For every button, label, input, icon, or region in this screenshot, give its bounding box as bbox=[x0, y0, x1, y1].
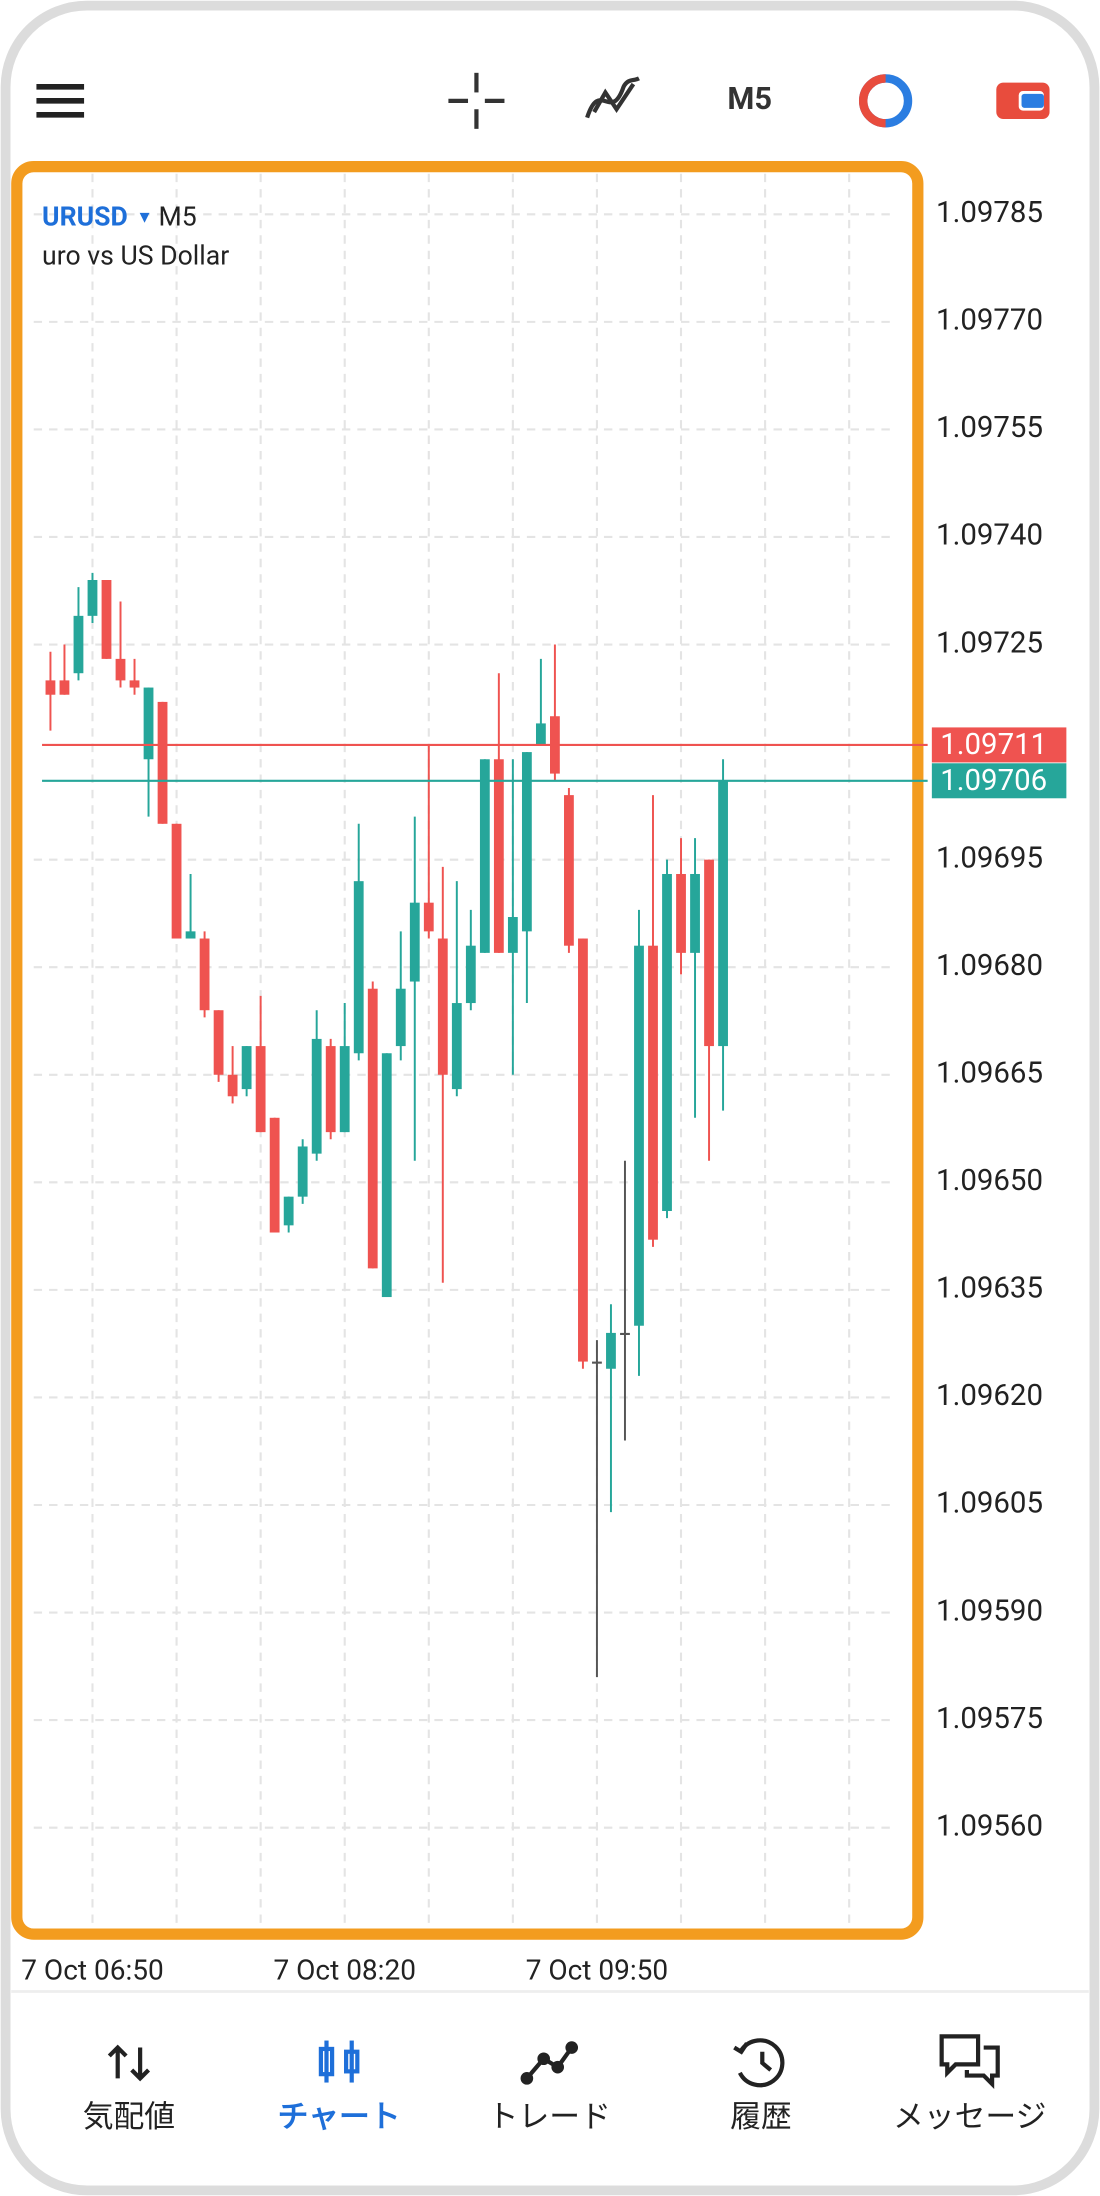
messages-icon bbox=[939, 2034, 1000, 2090]
candle-body bbox=[101, 580, 112, 659]
candle-body bbox=[395, 988, 406, 1047]
menu-button[interactable] bbox=[36, 84, 85, 118]
candle-body bbox=[213, 1010, 224, 1075]
candle-body bbox=[353, 881, 364, 1054]
symbol[interactable]: URUSD bbox=[42, 202, 128, 233]
candle-body bbox=[325, 1046, 336, 1133]
y-tick-label: 1.09665 bbox=[936, 1057, 1043, 1091]
candle-body bbox=[704, 859, 714, 1047]
y-tick-label: 1.09755 bbox=[936, 411, 1043, 445]
candle-body bbox=[606, 1332, 616, 1369]
candle-body bbox=[493, 759, 504, 953]
candle-body bbox=[241, 1046, 252, 1090]
candle-body bbox=[297, 1146, 308, 1197]
candle-body bbox=[73, 615, 84, 674]
x-tick-label: 7 Oct 06:50 bbox=[21, 1953, 163, 1986]
chart-timeframe: M5 bbox=[159, 202, 197, 233]
candle-body bbox=[171, 823, 182, 939]
candle-body bbox=[143, 687, 154, 760]
candle-body bbox=[620, 1332, 630, 1336]
timeframe-button[interactable]: M5 bbox=[727, 80, 772, 117]
candle-body bbox=[185, 931, 196, 939]
trade-history-button[interactable] bbox=[858, 74, 913, 128]
candle-body bbox=[507, 917, 518, 953]
trade-icon bbox=[520, 2041, 579, 2085]
x-tick-label: 7 Oct 08:20 bbox=[273, 1953, 415, 1986]
chart-icon bbox=[318, 2040, 360, 2083]
candle-body bbox=[59, 680, 70, 695]
bottom-nav: 気配値 チャート トレード 履歴 メッセージ bbox=[83, 2034, 1046, 2135]
candle-body bbox=[437, 938, 448, 1075]
candle-body bbox=[648, 945, 658, 1240]
nav-label[interactable]: メッセージ bbox=[893, 2098, 1046, 2135]
candle-body bbox=[564, 795, 574, 946]
axes: 1.09560 1.09575 1.09590 1.09605 1.09620 1.096… bbox=[21, 196, 1067, 1986]
price-label-box bbox=[931, 727, 1067, 763]
candle-body bbox=[718, 780, 728, 1047]
history-icon bbox=[733, 2038, 785, 2088]
highlight-frame bbox=[11, 161, 924, 1940]
y-tick-label: 1.09575 bbox=[936, 1702, 1043, 1736]
nav-label[interactable]: トレード bbox=[488, 2098, 611, 2135]
candle-body bbox=[479, 759, 490, 953]
candle-body bbox=[367, 988, 378, 1269]
price-label: 1.09706 bbox=[940, 764, 1047, 798]
nav-label[interactable]: 履歴 bbox=[730, 2098, 792, 2135]
grid bbox=[33, 173, 895, 1928]
candle-body bbox=[690, 873, 700, 953]
y-tick-label: 1.09680 bbox=[936, 949, 1043, 983]
y-tick-label: 1.09740 bbox=[936, 519, 1043, 553]
y-tick-label: 1.09785 bbox=[936, 196, 1043, 230]
x-tick-label: 7 Oct 09:50 bbox=[526, 1953, 668, 1986]
candle-body bbox=[381, 1053, 392, 1298]
plot bbox=[42, 572, 895, 1678]
candle-body bbox=[87, 580, 98, 616]
candle-body bbox=[129, 680, 140, 688]
y-tick-label: 1.09650 bbox=[936, 1164, 1043, 1198]
y-tick-label: 1.09725 bbox=[936, 626, 1043, 660]
indicators-button[interactable] bbox=[585, 76, 640, 119]
candle-body bbox=[451, 1003, 462, 1090]
y-tick-label: 1.09560 bbox=[936, 1809, 1043, 1843]
candle-body bbox=[283, 1196, 294, 1226]
y-tick-label: 1.09770 bbox=[936, 304, 1043, 338]
candle-body bbox=[592, 1361, 602, 1364]
candle-body bbox=[269, 1117, 280, 1233]
new-order-button[interactable] bbox=[996, 82, 1050, 120]
price-label: 1.09711 bbox=[940, 728, 1047, 762]
candle-body bbox=[423, 902, 434, 932]
symbol-description: uro vs US Dollar bbox=[42, 241, 229, 272]
candle-body bbox=[578, 938, 588, 1362]
y-tick-label: 1.09590 bbox=[936, 1594, 1043, 1628]
candle-body bbox=[115, 658, 126, 681]
candle-body bbox=[535, 723, 546, 745]
candle-body bbox=[255, 1046, 266, 1133]
candle-body bbox=[634, 945, 644, 1326]
candle-body bbox=[157, 701, 168, 824]
candle-body bbox=[409, 902, 420, 982]
candle-body bbox=[676, 873, 686, 953]
dropdown-arrow: ▼ bbox=[136, 208, 153, 228]
y-tick-label: 1.09635 bbox=[936, 1272, 1043, 1306]
y-tick-label: 1.09605 bbox=[936, 1487, 1043, 1521]
candle-body bbox=[662, 873, 672, 1212]
candle-body bbox=[311, 1038, 322, 1154]
candle-body bbox=[199, 938, 210, 1011]
symbol-header[interactable]: URUSD ▼ M5 bbox=[42, 202, 197, 233]
y-tick-label: 1.09620 bbox=[936, 1379, 1043, 1413]
candle-body bbox=[465, 945, 476, 1004]
quotes-icon bbox=[107, 2044, 151, 2082]
candle-body bbox=[339, 1046, 350, 1133]
candle-body bbox=[227, 1074, 238, 1097]
nav-label[interactable]: チャート bbox=[278, 2098, 401, 2135]
price-label-box bbox=[931, 763, 1067, 799]
candle-body bbox=[521, 752, 532, 932]
crosshair-button[interactable] bbox=[448, 72, 505, 129]
candle-body bbox=[45, 680, 56, 695]
y-tick-label: 1.09695 bbox=[936, 841, 1043, 875]
nav-label[interactable]: 気配値 bbox=[83, 2098, 175, 2135]
